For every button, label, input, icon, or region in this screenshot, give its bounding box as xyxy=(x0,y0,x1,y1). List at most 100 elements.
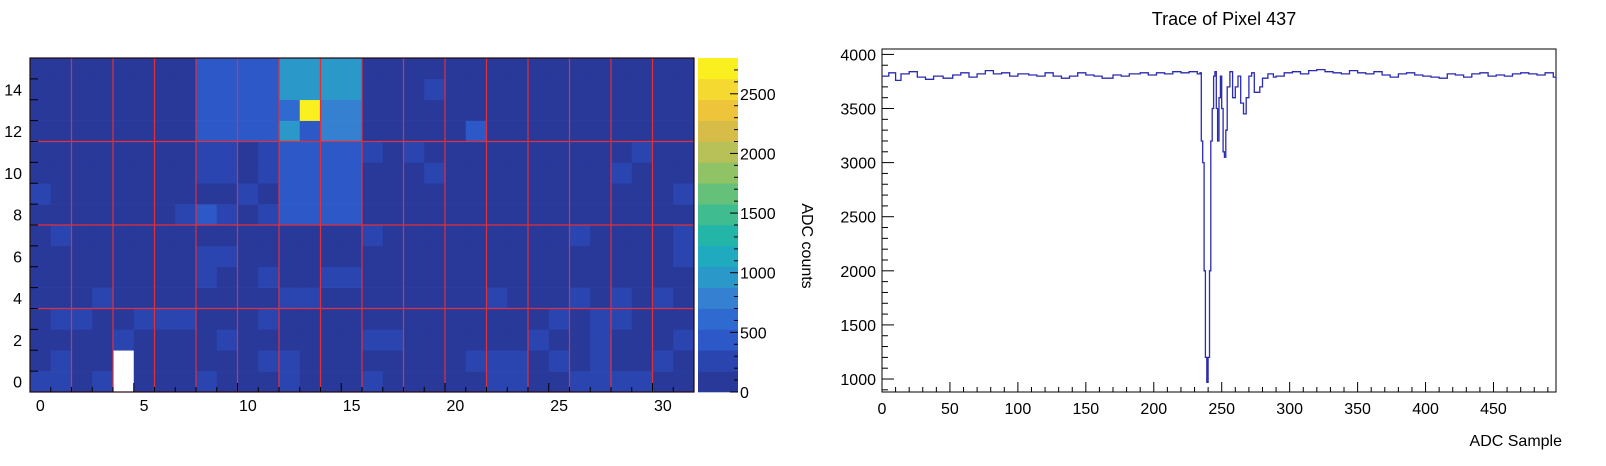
trace-x-tick-label: 200 xyxy=(1140,401,1167,418)
colorbar-bands xyxy=(698,58,738,393)
heatmap-cell xyxy=(403,329,425,351)
heatmap-cell xyxy=(403,99,425,121)
heatmap-cell xyxy=(113,78,135,101)
heatmap-cell xyxy=(175,204,197,226)
heatmap-cell xyxy=(465,329,487,351)
heatmap-cell xyxy=(590,141,612,163)
heatmap-cell xyxy=(548,120,570,142)
heatmap-cell xyxy=(216,162,238,184)
heatmap-cell xyxy=(424,141,446,163)
heatmap-cell xyxy=(113,58,135,80)
heatmap-cell xyxy=(175,183,197,205)
heatmap-cell xyxy=(71,287,93,309)
heatmap-cell xyxy=(631,329,653,351)
trace-y-tick-label: 3500 xyxy=(840,102,876,119)
heatmap-cell xyxy=(175,287,197,309)
trace-x-tick-label: 0 xyxy=(878,401,887,418)
heatmap-cell xyxy=(382,141,404,163)
colorbar-band xyxy=(698,266,738,288)
colorbar-tick-label: 1500 xyxy=(740,206,776,223)
heatmap-cell xyxy=(486,287,508,309)
heatmap-cell xyxy=(507,308,529,330)
heatmap-cell xyxy=(320,308,342,330)
heatmap-cell xyxy=(652,78,674,101)
heatmap-y-tick-label: 0 xyxy=(13,375,22,392)
heatmap-cell xyxy=(30,162,52,184)
heatmap-cell xyxy=(237,162,259,184)
colorbar-tick-label: 500 xyxy=(740,325,767,342)
heatmap-cell xyxy=(424,287,446,309)
heatmap-cell xyxy=(569,350,591,372)
heatmap-cell xyxy=(590,329,612,351)
heatmap-cell xyxy=(486,266,508,288)
heatmap-cell xyxy=(320,350,342,372)
heatmap-x-tick-label: 5 xyxy=(140,398,149,415)
heatmap-cell xyxy=(611,162,633,184)
heatmap-cell xyxy=(631,245,653,268)
heatmap-cell xyxy=(154,225,176,247)
heatmap-cell xyxy=(341,308,363,330)
heatmap-cell xyxy=(175,58,197,80)
heatmap-cell xyxy=(92,266,114,288)
heatmap-cell xyxy=(196,78,218,101)
heatmap-cell xyxy=(299,371,321,393)
heatmap-cell xyxy=(133,225,155,247)
heatmap-cell xyxy=(133,141,155,163)
heatmap-cell xyxy=(507,141,529,163)
heatmap-cell xyxy=(279,78,301,101)
heatmap-cell xyxy=(445,120,467,142)
heatmap-cell xyxy=(362,225,384,247)
heatmap-cell xyxy=(50,141,72,163)
trace-line xyxy=(882,68,1557,383)
heatmap-cell xyxy=(590,350,612,372)
heatmap-cell xyxy=(424,183,446,205)
heatmap-cell xyxy=(403,58,425,80)
heatmap-cell xyxy=(154,308,176,330)
heatmap-cell xyxy=(30,329,52,351)
heatmap-x-tick-label: 15 xyxy=(343,398,361,415)
heatmap-cell xyxy=(362,162,384,184)
heatmap-cell xyxy=(237,308,259,330)
heatmap-cell xyxy=(362,58,384,80)
heatmap-cell xyxy=(528,162,550,184)
heatmap-cell xyxy=(611,350,633,372)
heatmap-cell xyxy=(133,120,155,142)
heatmap-cell xyxy=(548,78,570,101)
heatmap-y-tick-label: 6 xyxy=(13,249,22,266)
heatmap-cell xyxy=(465,245,487,268)
heatmap-cell xyxy=(175,120,197,142)
heatmap-cell xyxy=(299,266,321,288)
heatmap-cell xyxy=(320,204,342,226)
heatmap-cell xyxy=(569,120,591,142)
heatmap-cell xyxy=(362,99,384,121)
trace-x-tick-label: 150 xyxy=(1072,401,1099,418)
heatmap-cell xyxy=(154,78,176,101)
heatmap-cell xyxy=(92,141,114,163)
heatmap-cell xyxy=(424,308,446,330)
heatmap-cell xyxy=(320,99,342,121)
heatmap-cell xyxy=(445,99,467,121)
heatmap-cell xyxy=(71,99,93,121)
heatmap-cell xyxy=(237,141,259,163)
trace-x-tick-label: 350 xyxy=(1344,401,1371,418)
trace-x-tick-label: 50 xyxy=(941,401,959,418)
heatmap-cell xyxy=(196,266,218,288)
heatmap-cell xyxy=(196,99,218,121)
heatmap-cell xyxy=(611,141,633,163)
heatmap-cell xyxy=(258,120,280,142)
heatmap-cell xyxy=(528,204,550,226)
trace-y-tick-label: 3000 xyxy=(840,156,876,173)
heatmap-cell xyxy=(569,308,591,330)
heatmap-cell xyxy=(403,266,425,288)
heatmap-x-axis: 0 5 10 15 20 25 30 xyxy=(29,383,695,415)
heatmap-cell xyxy=(631,287,653,309)
heatmap-cell xyxy=(113,308,135,330)
heatmap-cell xyxy=(154,266,176,288)
heatmap-cell xyxy=(50,78,72,101)
heatmap-cell xyxy=(50,58,72,80)
heatmap-cell xyxy=(71,329,93,351)
heatmap-cell xyxy=(92,183,114,205)
heatmap-cell xyxy=(92,371,114,393)
heatmap-cell xyxy=(548,141,570,163)
heatmap-cell xyxy=(30,78,52,101)
